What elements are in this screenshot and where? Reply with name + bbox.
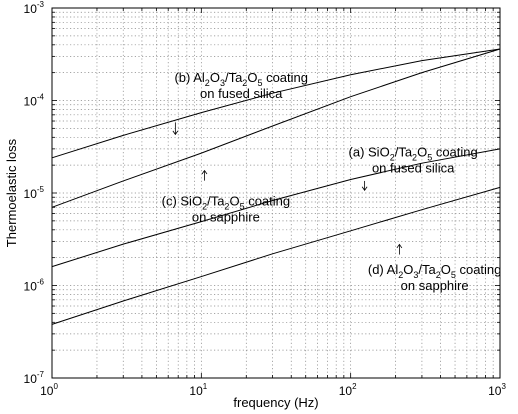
grid <box>52 8 500 378</box>
annotation-sublabel: on sapphire <box>401 278 469 293</box>
annotation-label: (a) SiO2/Ta2O5 coating <box>349 145 478 163</box>
y-axis-label: Thermoelastic loss <box>4 138 19 247</box>
x-tick-label: 103 <box>488 382 506 398</box>
annotation-arrowhead <box>361 186 368 191</box>
annotation-label: (b) Al2O3/Ta2O5 coating <box>174 70 308 88</box>
axis-ticks <box>51 8 500 379</box>
tick-labels: 100 101 102 103 10-7 10-6 10-5 10-4 10-3 <box>24 0 507 398</box>
y-tick-label: 10-7 <box>24 370 45 386</box>
series-lines <box>51 48 501 325</box>
series-line-d <box>51 186 501 325</box>
annotation-sublabel: on fused silica <box>200 86 283 101</box>
annotation-label: (c) SiO2/Ta2O5 coating <box>162 194 291 212</box>
x-axis-label: frequency (Hz) <box>233 395 318 410</box>
series-line-a <box>51 148 501 268</box>
annotation-arrowhead <box>201 169 208 175</box>
y-tick-label: 10-3 <box>24 0 45 16</box>
annotation-label: (d) Al2O3/Ta2O5 coating <box>368 262 502 280</box>
annotation-arrowhead <box>172 130 179 136</box>
annotation-sublabel: on fused silica <box>372 161 455 176</box>
y-tick-label: 10-4 <box>24 93 45 109</box>
annotation-sublabel: on sapphire <box>192 210 260 225</box>
series-line-b <box>51 48 501 159</box>
annotation-arrowhead <box>396 243 403 249</box>
series-line-c <box>51 48 501 208</box>
x-tick-label: 101 <box>189 382 207 398</box>
x-tick-label: 102 <box>339 382 357 398</box>
x-tick-label: 100 <box>40 382 58 398</box>
y-tick-label: 10-5 <box>24 185 45 201</box>
y-tick-label: 10-6 <box>24 278 45 294</box>
